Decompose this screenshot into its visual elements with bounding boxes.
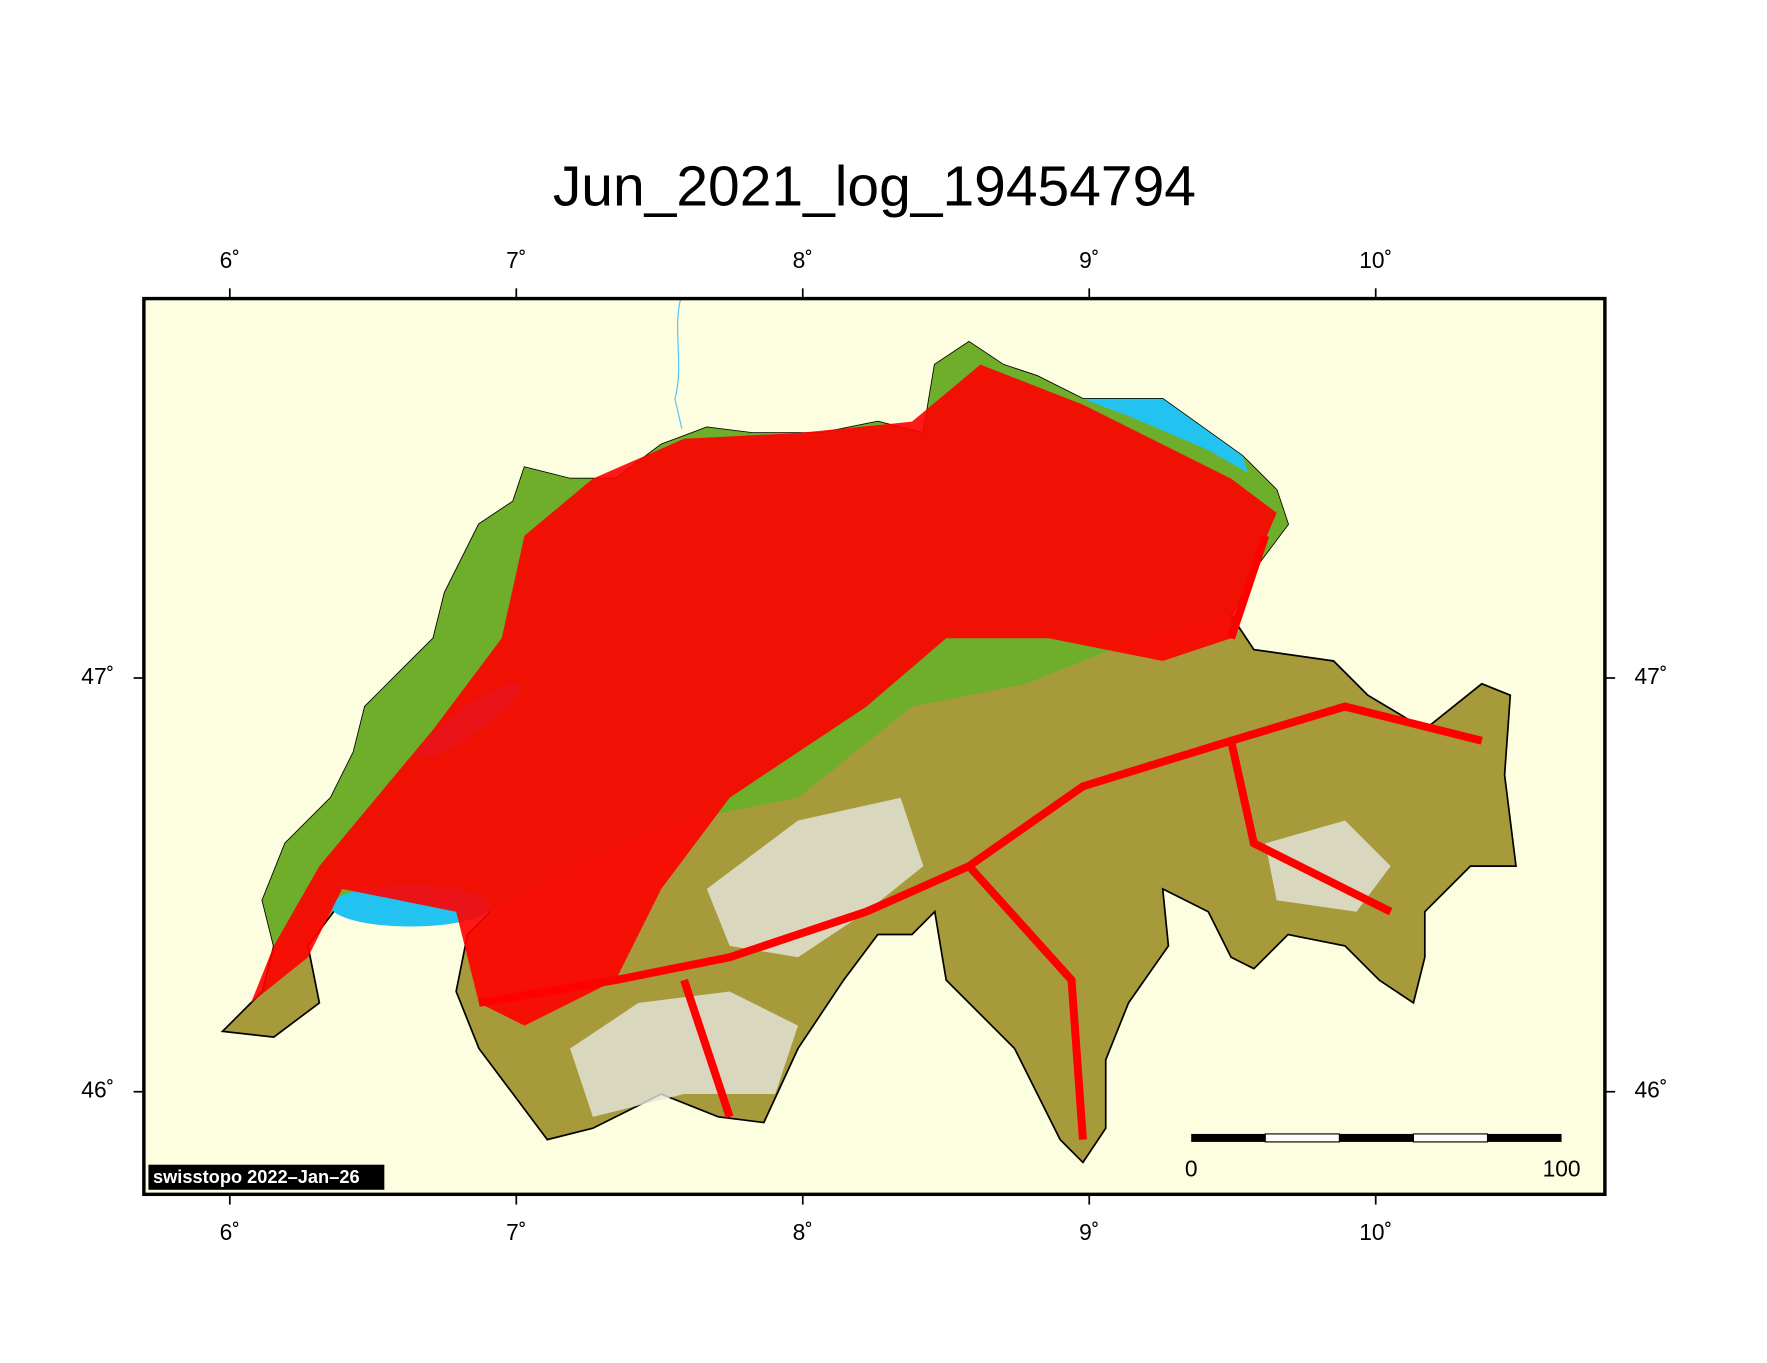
x-tick-label: 9˚ (1079, 247, 1099, 273)
x-tick-label: 10˚ (1359, 1219, 1392, 1245)
x-tick-label: 8˚ (793, 247, 813, 273)
scale-label: 0 (1185, 1155, 1198, 1181)
scale-label: 100 (1543, 1155, 1581, 1181)
x-tick-label: 10˚ (1359, 247, 1392, 273)
valley-tracks (478, 534, 1483, 1140)
scale-segment (1412, 1133, 1489, 1143)
scale-bar: 0 100 (1185, 1133, 1581, 1181)
scale-segment (1339, 1133, 1414, 1142)
x-tick-label: 8˚ (793, 1219, 813, 1245)
y-tick-label: 46˚ (81, 1077, 114, 1103)
x-tick-label: 6˚ (220, 1219, 240, 1245)
y-tick-label: 46˚ (1635, 1077, 1668, 1103)
y-tick-label: 47˚ (1635, 663, 1668, 689)
x-tick-label: 6˚ (220, 247, 240, 273)
credit: swisstopo 2022–Jan–26 (153, 1166, 360, 1187)
scale-segment (1264, 1133, 1340, 1143)
scale-segment (1191, 1133, 1266, 1142)
credit-box (148, 1164, 385, 1190)
river (674, 298, 683, 429)
high-alps (570, 797, 1391, 1117)
observation-density (251, 364, 1277, 1026)
scale-segment (1487, 1133, 1562, 1142)
map-frame (142, 296, 1607, 1197)
map-title: Jun_2021_log_19454794 (553, 154, 1196, 218)
x-tick-label: 9˚ (1079, 1219, 1099, 1245)
x-tick-label: 7˚ (506, 1219, 526, 1245)
lake (1082, 398, 1249, 473)
y-tick-label: 47˚ (81, 663, 114, 689)
x-tick-label: 7˚ (506, 247, 526, 273)
